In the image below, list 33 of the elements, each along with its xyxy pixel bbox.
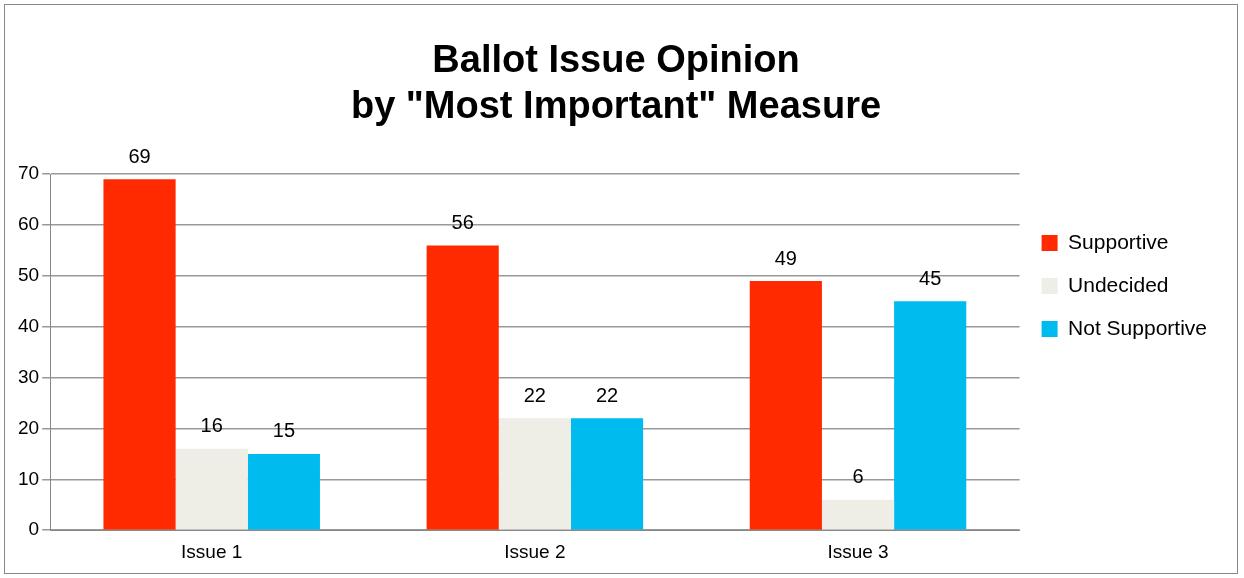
bar: [103, 179, 176, 530]
data-label: 15: [272, 419, 296, 442]
x-tick-label: Issue 2: [504, 540, 566, 562]
x-tick-label: Issue 1: [181, 540, 243, 562]
y-tick-label: 60: [17, 213, 40, 235]
bar: [894, 301, 967, 530]
bar: [498, 418, 571, 530]
data-label: 56: [451, 210, 474, 233]
bar: [821, 499, 895, 530]
bar: [175, 448, 248, 530]
data-label: 69: [128, 144, 151, 167]
legend-label: Undecided: [1068, 272, 1169, 296]
bar: [749, 281, 822, 530]
data-label: 22: [595, 383, 619, 406]
bar: [247, 453, 320, 530]
chart-title: Ballot Issue Opinion by "Most Important" Measure: [350, 38, 882, 126]
y-tick-label: 50: [17, 264, 40, 286]
y-tick-label: 30: [17, 365, 40, 387]
y-tick-label: 0: [28, 518, 40, 540]
data-label: 49: [774, 246, 797, 269]
data-label: 6: [852, 465, 864, 488]
y-tick-label: 10: [17, 467, 40, 489]
y-tick-label: 40: [17, 315, 40, 337]
data-label: 22: [523, 383, 546, 406]
bar: [426, 245, 499, 530]
y-tick-label: 70: [17, 162, 40, 184]
legend-label: Supportive: [1068, 229, 1169, 253]
data-label: 16: [200, 414, 223, 437]
y-tick-label: 20: [17, 416, 40, 438]
bar: [570, 418, 644, 530]
x-tick-label: Issue 3: [827, 540, 889, 562]
data-label: 45: [919, 266, 942, 289]
legend-label: Not Supportive: [1068, 315, 1208, 339]
